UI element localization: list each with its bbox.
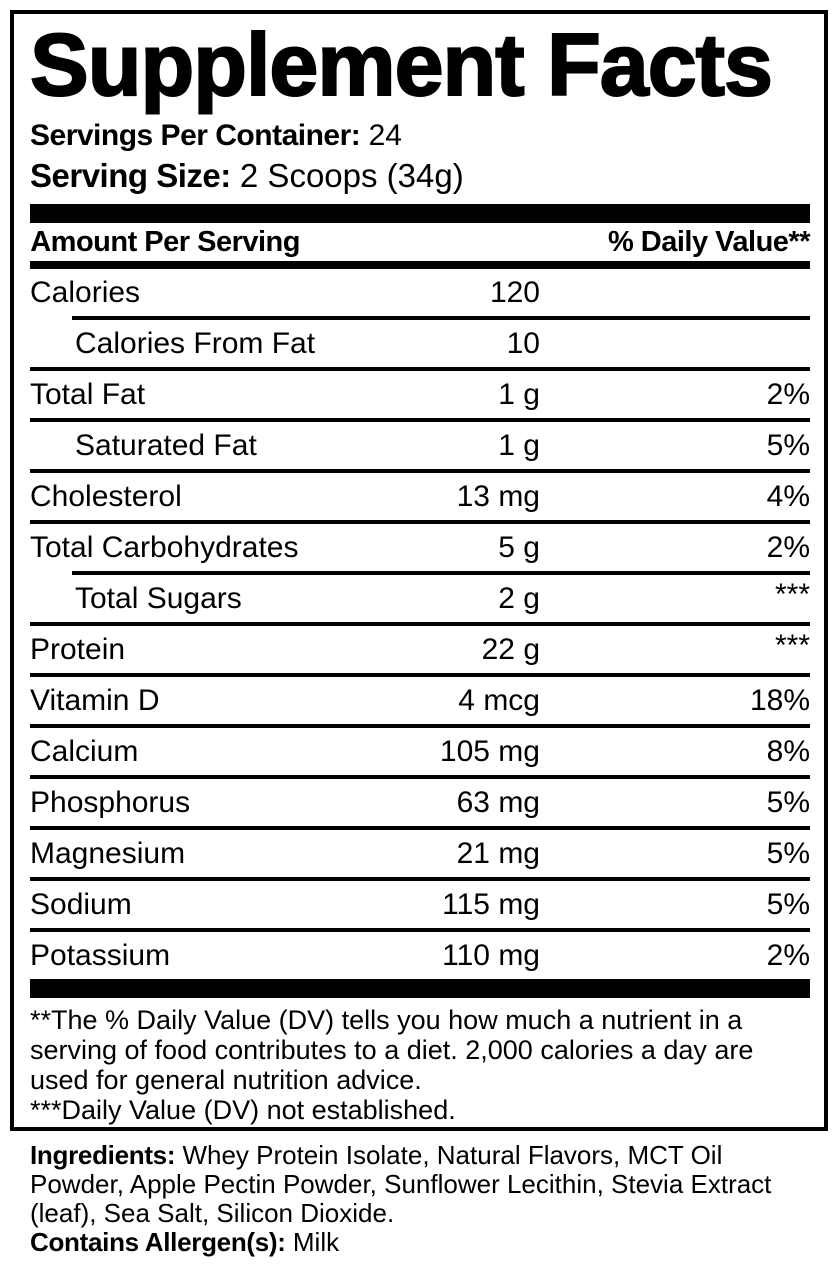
table-row-total-carbohydrates: Total Carbohydrates 5 g 2% (30, 524, 810, 571)
table-header-row: Amount Per Serving % Daily Value** (30, 223, 811, 269)
servings-per-container-label: Servings Per Container: (30, 119, 361, 152)
serving-size-line: Serving Size: 2 Scoops (34g) (30, 155, 810, 197)
table-row-calcium: Calcium 105 mg 8% (30, 728, 810, 775)
nutrient-dv: 5% (766, 428, 810, 462)
nutrient-name: Calcium (30, 734, 139, 768)
nutrient-dv: *** (774, 629, 810, 662)
separator (72, 571, 810, 575)
servings-per-container-line: Servings Per Container: 24 (30, 116, 810, 155)
table-row-calories-from-fat: Calories From Fat 10 (30, 320, 810, 367)
nutrient-name: Calories (30, 275, 141, 309)
separator (30, 520, 810, 524)
nutrient-amount: 2 g (498, 581, 540, 615)
table-row-vitamin-d: Vitamin D 4 mcg 18% (30, 677, 810, 724)
nutrient-name: Calories From Fat (75, 326, 316, 360)
serving-size-label: Serving Size: (30, 157, 231, 194)
footnotes: **The % Daily Value (DV) tells you how m… (30, 998, 810, 1125)
ingredients-section: Ingredients: Whey Protein Isolate, Natur… (30, 1141, 812, 1257)
table-row-protein: Protein 22 g *** (30, 626, 810, 673)
table-row-magnesium: Magnesium 21 mg 5% (30, 830, 810, 877)
nutrient-name: Cholesterol (30, 479, 182, 513)
table-row-cholesterol: Cholesterol 13 mg 4% (30, 473, 810, 520)
nutrient-amount: 1 g (498, 377, 540, 411)
nutrient-amount: 63 mg (456, 785, 540, 819)
nutrient-dv: 5% (766, 836, 810, 870)
separator (30, 775, 810, 779)
nutrient-dv: 2% (766, 377, 810, 411)
nutrient-dv: 2% (766, 530, 810, 564)
separator (30, 928, 810, 932)
servings-per-container-value: 24 (368, 119, 402, 152)
nutrient-dv: 5% (766, 785, 810, 819)
nutrient-amount: 10 (506, 326, 540, 360)
table-row-total-sugars: Total Sugars 2 g *** (30, 575, 810, 622)
nutrient-name: Total Sugars (75, 581, 242, 615)
separator (30, 826, 810, 830)
daily-value-footnote: **The % Daily Value (DV) tells you how m… (30, 1005, 754, 1095)
table-row-total-fat: Total Fat 1 g 2% (30, 371, 810, 418)
section-divider-bar (30, 204, 810, 223)
nutrient-amount: 105 mg (439, 734, 540, 768)
nutrient-amount: 120 (489, 275, 540, 309)
separator (30, 622, 810, 626)
not-established-footnote: ***Daily Value (DV) not established. (30, 1095, 456, 1125)
nutrient-amount: 5 g (498, 530, 540, 564)
nutrient-dv: 5% (766, 887, 810, 921)
separator (30, 877, 810, 881)
nutrient-amount: 115 mg (442, 887, 540, 921)
ingredients-value: Whey Protein Isolate, Natural Flavors, M… (30, 1140, 772, 1228)
nutrient-name: Sodium (30, 887, 132, 921)
table-row-potassium: Potassium 110 mg 2% (30, 932, 810, 979)
nutrient-dv: 18% (749, 683, 810, 717)
nutrient-name: Phosphorus (30, 785, 191, 819)
nutrient-amount: 22 g (481, 632, 540, 666)
allergen-value: Milk (292, 1227, 340, 1257)
serving-size-value: 2 Scoops (34g) (239, 157, 464, 194)
table-row-phosphorus: Phosphorus 63 mg 5% (30, 779, 810, 826)
table-row-saturated-fat: Saturated Fat 1 g 5% (30, 422, 810, 469)
nutrient-dv: 8% (766, 734, 810, 768)
separator (30, 418, 810, 422)
nutrient-name: Total Fat (30, 377, 146, 411)
section-divider-bar (30, 979, 810, 998)
separator (72, 316, 810, 320)
panel-title: Supplement Facts (29, 15, 774, 115)
amount-per-serving-header: Amount Per Serving (30, 225, 300, 258)
nutrient-name: Total Carbohydrates (30, 530, 299, 564)
nutrient-dv: *** (774, 578, 810, 611)
separator (30, 469, 810, 473)
nutrient-name: Saturated Fat (75, 428, 257, 462)
nutrient-amount: 110 mg (442, 938, 540, 972)
nutrient-name: Protein (30, 632, 126, 666)
nutrient-dv: 2% (766, 938, 810, 972)
separator (30, 724, 810, 728)
nutrient-name: Magnesium (30, 836, 186, 870)
allergen-label: Contains Allergen(s): (30, 1227, 286, 1257)
table-row-sodium: Sodium 115 mg 5% (30, 881, 810, 928)
nutrient-dv: 4% (766, 479, 810, 513)
ingredients-line: Ingredients: Whey Protein Isolate, Natur… (30, 1141, 812, 1228)
ingredients-label: Ingredients: (30, 1140, 176, 1170)
nutrient-name: Potassium (30, 938, 171, 972)
nutrient-amount: 4 mcg (458, 683, 540, 717)
separator (30, 367, 810, 371)
nutrient-amount: 1 g (498, 428, 540, 462)
nutrient-amount: 21 mg (456, 836, 540, 870)
supplement-facts-panel: Supplement Facts Servings Per Container:… (10, 10, 828, 1131)
nutrient-amount: 13 mg (456, 479, 540, 513)
separator (30, 673, 810, 677)
daily-value-header: % Daily Value** (607, 225, 811, 258)
nutrient-name: Vitamin D (30, 683, 160, 717)
table-row-calories: Calories 120 (30, 269, 810, 316)
allergen-line: Contains Allergen(s): Milk (30, 1228, 812, 1257)
